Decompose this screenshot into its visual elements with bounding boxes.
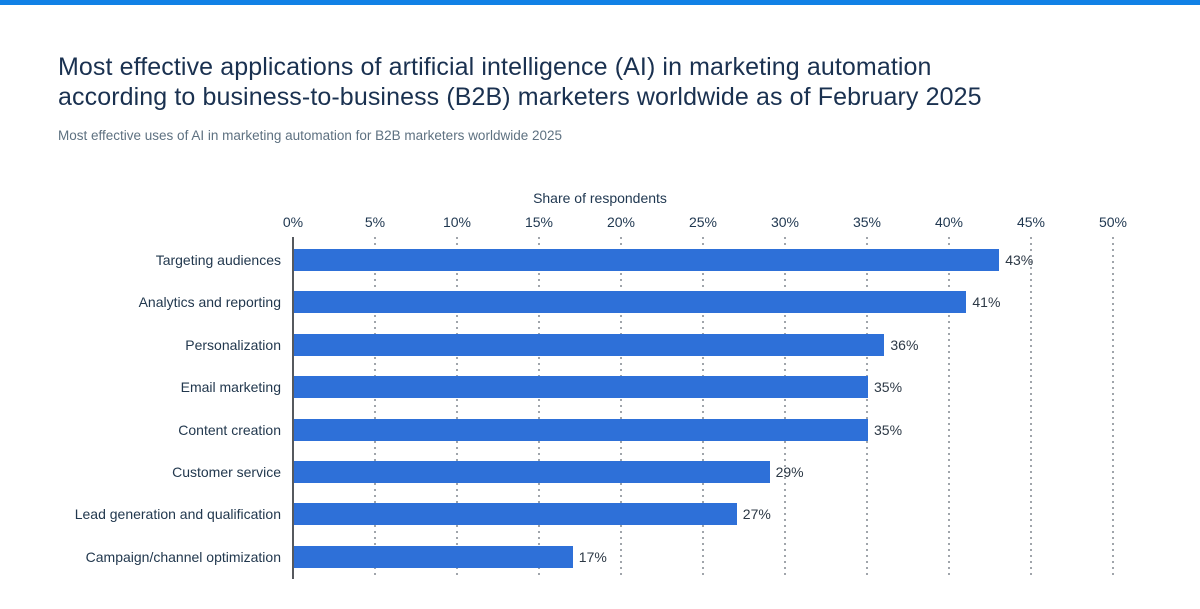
gridline <box>374 237 376 579</box>
x-tick-label: 10% <box>442 214 472 230</box>
x-tick-label: 20% <box>606 214 636 230</box>
y-axis-line <box>292 237 294 579</box>
value-label: 35% <box>874 379 903 396</box>
bar <box>294 418 868 441</box>
x-tick-label: 50% <box>1098 214 1128 230</box>
brand-accent-bar <box>0 0 1200 5</box>
category-label: Content creation <box>178 421 281 438</box>
gridline <box>948 237 950 579</box>
x-tick-label: 45% <box>1016 214 1046 230</box>
bar <box>294 333 885 356</box>
bar <box>294 545 573 568</box>
category-label: Lead generation and qualification <box>74 506 281 523</box>
category-label: Customer service <box>172 464 281 480</box>
x-tick-label: 0% <box>282 214 304 230</box>
chart-subtitle: Most effective uses of AI in marketing a… <box>58 128 562 143</box>
bar <box>294 503 737 526</box>
gridline <box>1112 237 1114 579</box>
bar <box>294 461 770 483</box>
value-label: 17% <box>578 548 607 565</box>
gridline <box>538 237 540 579</box>
gridline <box>1030 237 1032 579</box>
x-tick-label: 15% <box>524 214 554 230</box>
gridline <box>702 237 704 579</box>
value-label: 36% <box>890 336 919 353</box>
value-label: 35% <box>874 421 903 438</box>
bar <box>294 249 1000 271</box>
x-tick-label: 40% <box>934 214 964 230</box>
x-tick-label: 35% <box>852 214 882 230</box>
x-tick-label: 5% <box>364 214 386 230</box>
value-label: 43% <box>1005 252 1034 268</box>
x-axis-title: Share of respondents <box>533 190 667 206</box>
value-label: 29% <box>775 464 804 480</box>
category-label: Targeting audiences <box>155 252 281 268</box>
bar <box>294 376 868 399</box>
x-tick-label: 30% <box>770 214 800 230</box>
value-label: 27% <box>742 506 771 523</box>
category-label: Analytics and reporting <box>138 294 281 311</box>
chart-title: Most effective applications of artificia… <box>58 52 1158 112</box>
value-label: 41% <box>972 294 1001 311</box>
gridline <box>456 237 458 579</box>
category-label: Personalization <box>185 336 281 353</box>
gridline <box>784 237 786 579</box>
x-tick-label: 25% <box>688 214 718 230</box>
chart-title-line-1: Most effective applications of artificia… <box>58 53 932 81</box>
gridline <box>866 237 868 579</box>
gridline <box>620 237 622 579</box>
category-label: Campaign/channel optimization <box>85 548 281 565</box>
bar <box>294 291 967 314</box>
category-label: Email marketing <box>180 379 281 396</box>
chart-title-line-2: according to business-to-business (B2B) … <box>58 83 982 111</box>
